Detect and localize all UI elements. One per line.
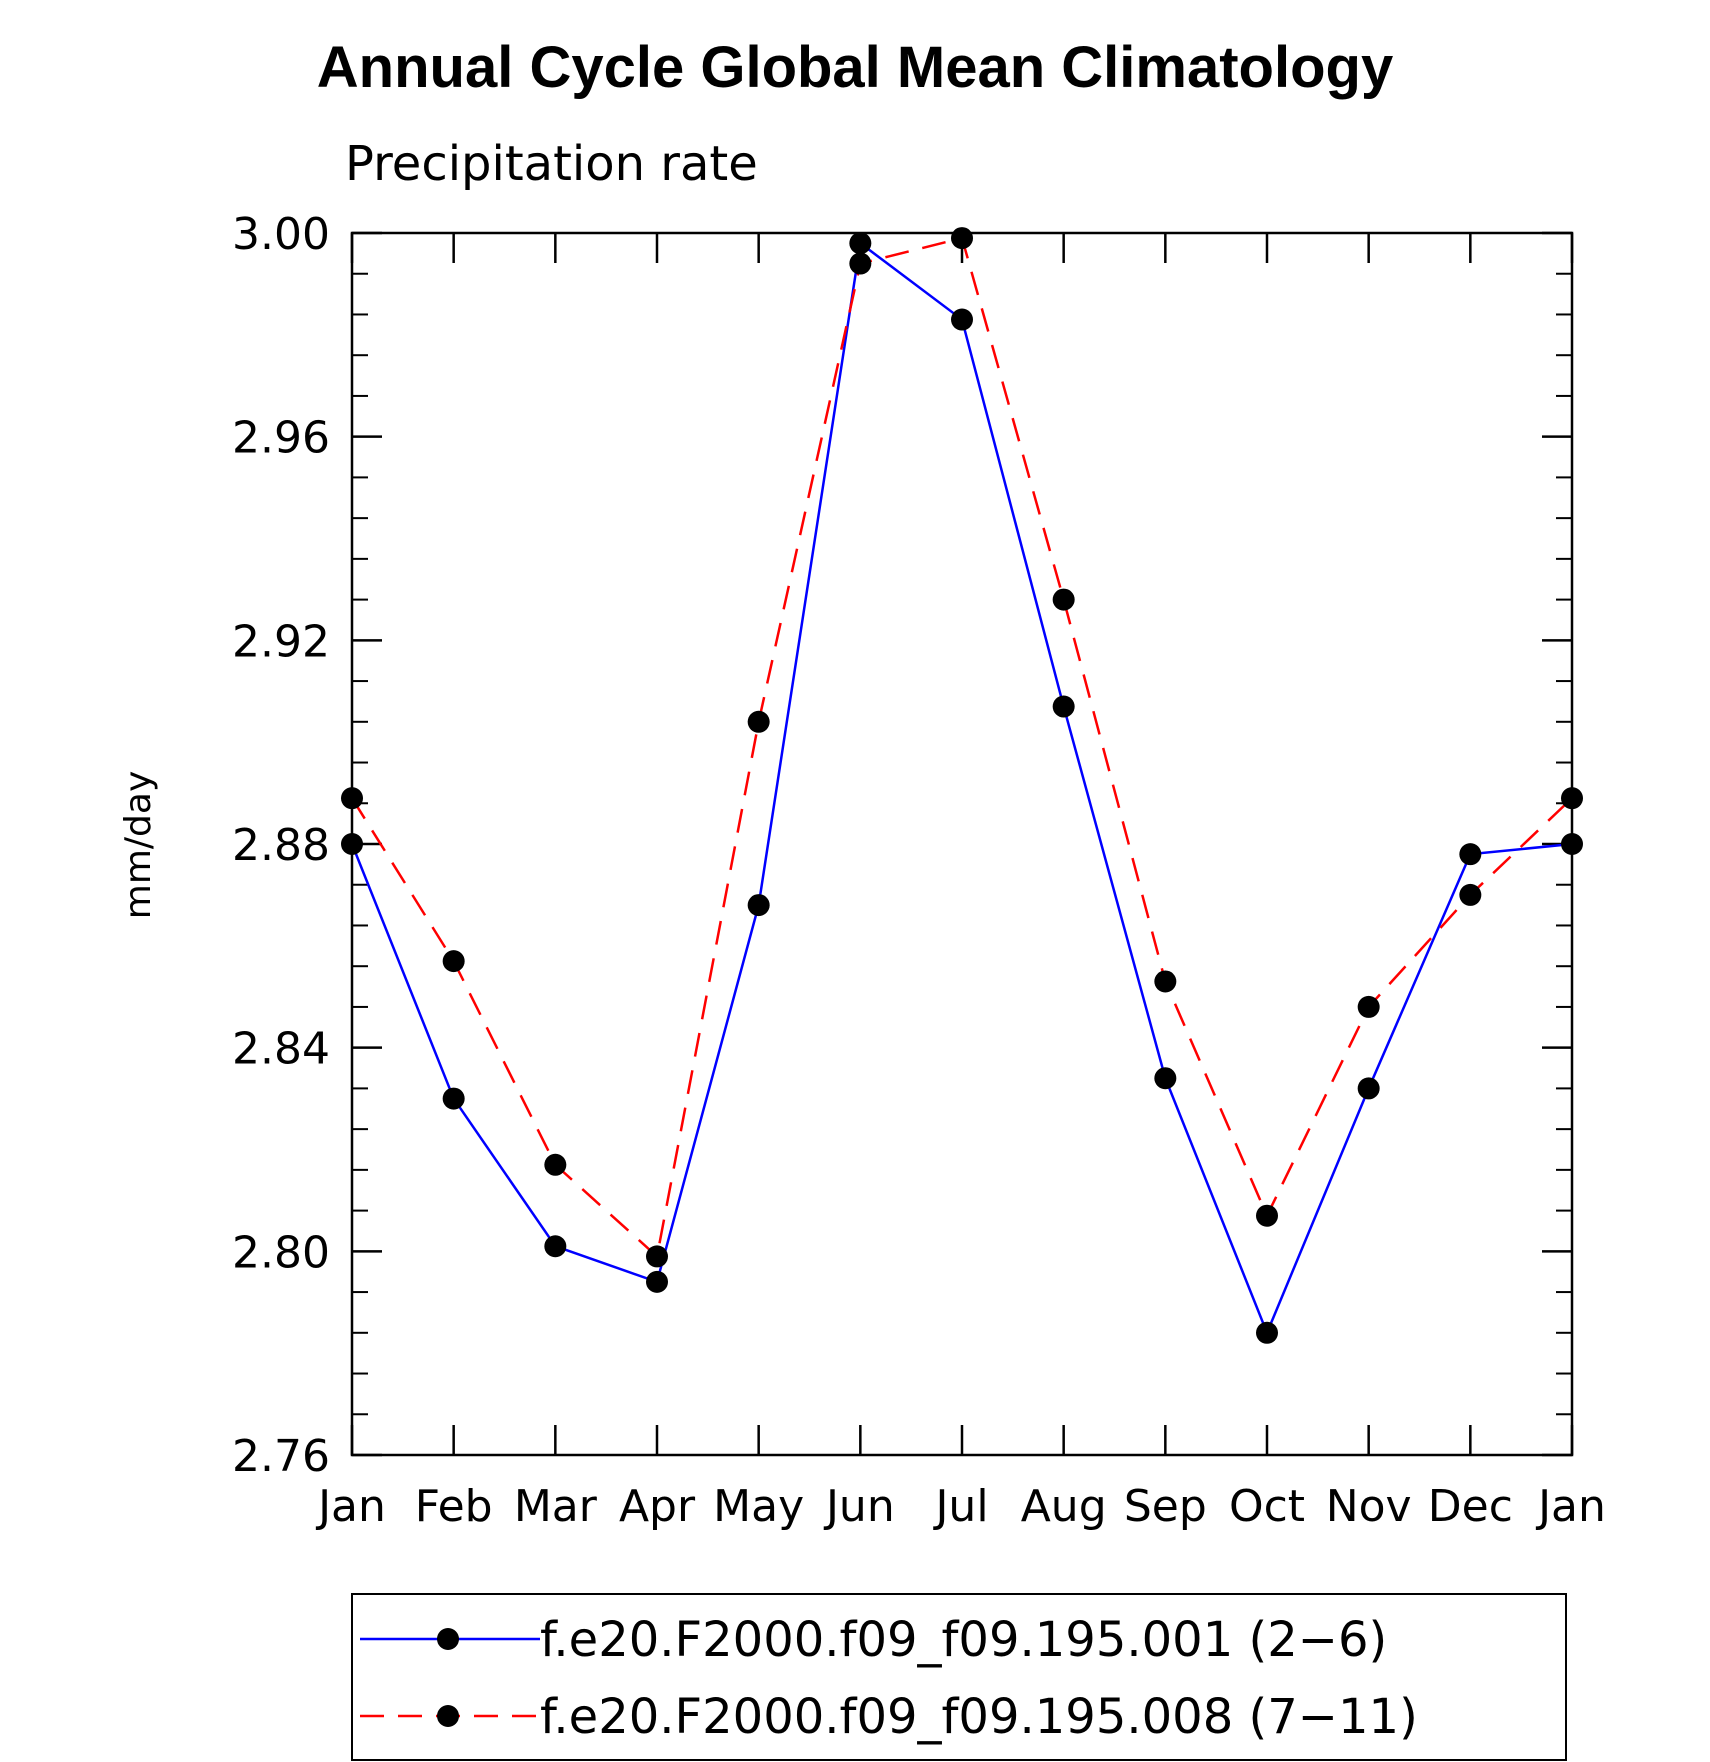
series-2-point: [442, 950, 465, 973]
series-1-point: [442, 1087, 465, 1110]
series-1-point: [341, 833, 363, 855]
x-tick-label: Jan: [1535, 1481, 1606, 1532]
series-1-point: [1052, 695, 1075, 718]
x-tick-label: Jul: [932, 1481, 988, 1532]
legend-marker-series-1: [437, 1628, 459, 1650]
legend-marker-series-2: [437, 1705, 459, 1727]
y-tick-label: 2.84: [232, 1024, 330, 1075]
x-tick-label: Mar: [514, 1481, 598, 1532]
x-tick-label: Jun: [823, 1481, 895, 1532]
plot-frame: [350, 231, 1574, 1457]
y-tick-label: 2.92: [232, 616, 330, 667]
series-1-point: [1459, 843, 1482, 866]
series-1-point: [1357, 1077, 1380, 1100]
x-tick-label: Oct: [1229, 1481, 1305, 1532]
series-2-point: [341, 787, 363, 810]
chart-subtitle: Precipitation rate: [345, 136, 758, 192]
x-tick-label: Apr: [619, 1481, 696, 1532]
series-2-point: [1256, 1204, 1278, 1227]
legend-box: [351, 1593, 1567, 1761]
series-2-point: [646, 1245, 668, 1268]
legend-label-series-2: f.e20.F2000.f09_f09.195.008 (7−11): [540, 1689, 1418, 1745]
y-axis-label: mm/day: [118, 771, 159, 919]
minor-ticks: [352, 272, 1572, 1416]
y-axis: 2.76 2.80 2.84 2.88 2.92 2.96 3.00: [232, 209, 1572, 1482]
series-2-point: [1052, 588, 1075, 611]
x-tick-label: Jan: [315, 1481, 386, 1532]
y-tick-label: 2.88: [232, 820, 330, 871]
series-line-1: [350, 240, 1573, 1337]
legend-label-series-1: f.e20.F2000.f09_f09.195.001 (2−6): [540, 1612, 1387, 1668]
x-tick-label: Aug: [1021, 1481, 1107, 1532]
series-2-point: [1561, 787, 1583, 810]
series-2-point: [951, 227, 973, 250]
series-2-point: [849, 252, 872, 275]
y-tick-label: 3.00: [232, 209, 330, 260]
x-tick-label: Sep: [1124, 1481, 1207, 1532]
series-2-point: [1357, 995, 1380, 1018]
series-2-point: [544, 1153, 567, 1176]
y-tick-label: 2.76: [232, 1431, 330, 1482]
y-tick-label: 2.96: [232, 413, 330, 464]
series-1-point: [544, 1235, 567, 1258]
x-tick-label: May: [713, 1481, 804, 1532]
chart-title: Annual Cycle Global Mean Climatology: [317, 35, 1393, 100]
series-line-2: [350, 236, 1573, 1259]
series-1-point: [646, 1270, 668, 1293]
x-tick-label: Dec: [1428, 1481, 1513, 1532]
series-1-point: [747, 894, 770, 917]
series-2-point: [1459, 883, 1482, 906]
x-axis: Jan Feb Mar Apr May Jun Jul Aug Sep Oct Nov Dec Jan: [315, 233, 1606, 1532]
series-2-point: [747, 710, 770, 733]
legend: f.e20.F2000.f09_f09.195.001 (2−6) f.e20.…: [351, 1593, 1567, 1761]
series-1-point: [1561, 833, 1583, 855]
series-1-point: [951, 308, 973, 331]
series-2-point: [1154, 970, 1177, 993]
x-tick-label: Feb: [415, 1481, 493, 1532]
series-1-point: [1154, 1067, 1177, 1090]
series-1-point: [1256, 1321, 1278, 1344]
series-1-point: [849, 232, 872, 255]
series-layer: [341, 227, 1583, 1344]
y-tick-label: 2.80: [232, 1227, 330, 1278]
x-tick-label: Nov: [1326, 1481, 1412, 1532]
